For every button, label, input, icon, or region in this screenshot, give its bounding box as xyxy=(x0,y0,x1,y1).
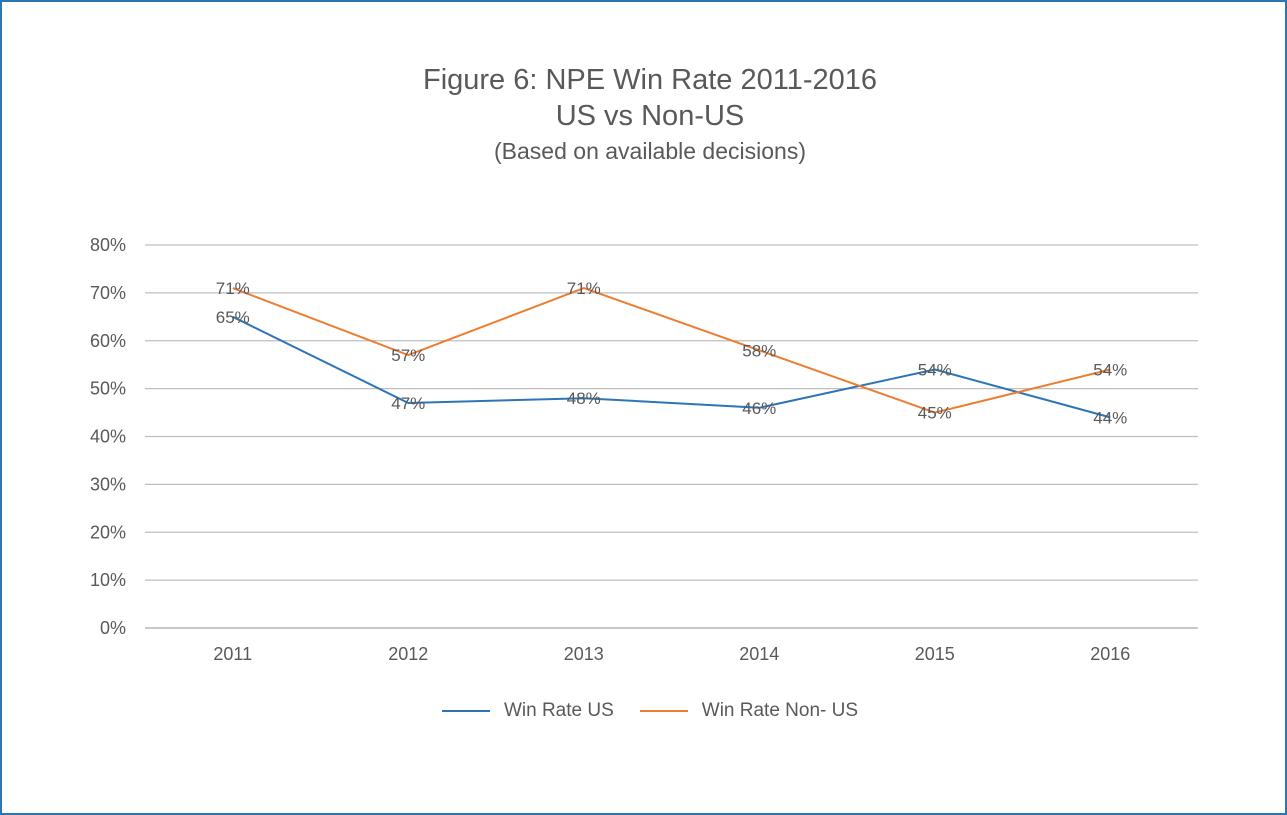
data-label: 47% xyxy=(391,394,425,413)
data-label: 58% xyxy=(742,341,776,360)
data-label: 71% xyxy=(567,279,601,298)
legend-item-win-rate-non-us: Win Rate Non- US xyxy=(639,700,859,722)
x-tick-label: 2012 xyxy=(388,644,428,664)
y-tick-label: 40% xyxy=(90,427,126,447)
y-tick-label: 10% xyxy=(90,570,126,590)
x-tick-label: 2016 xyxy=(1090,644,1130,664)
data-label: 57% xyxy=(391,346,425,365)
x-tick-label: 2013 xyxy=(564,644,604,664)
chart-legend: Win Rate US Win Rate Non- US xyxy=(0,700,1287,722)
legend-label-win-rate-non-us: Win Rate Non- US xyxy=(701,700,859,721)
y-axis-tick-labels: 0% 10% 20% 30% 40% 50% 60% 70% 80% xyxy=(90,235,126,638)
series-line-win-rate-non-us xyxy=(232,287,1111,414)
chart-subtitle: US vs Non-US xyxy=(555,100,745,132)
data-label: 71% xyxy=(216,279,250,298)
data-label: 65% xyxy=(216,308,250,327)
y-tick-label: 30% xyxy=(90,474,126,494)
y-tick-label: 60% xyxy=(90,331,126,351)
y-tick-label: 0% xyxy=(100,618,126,638)
y-tick-label: 80% xyxy=(90,235,126,255)
series-lines xyxy=(232,287,1111,419)
data-label: 48% xyxy=(567,389,601,408)
legend-swatch-win-rate-us xyxy=(441,710,490,712)
gridlines xyxy=(145,244,1198,629)
chart-titles: Figure 6: NPE Win Rate 2011-2016 US vs N… xyxy=(0,62,1287,168)
data-label: 44% xyxy=(1093,408,1127,427)
chart-note: (Based on available decisions) xyxy=(494,138,806,164)
data-label: 45% xyxy=(918,404,952,423)
y-tick-label: 70% xyxy=(90,283,126,303)
legend-item-win-rate-us: Win Rate US xyxy=(441,700,614,722)
y-tick-label: 50% xyxy=(90,379,126,399)
legend-label-win-rate-us: Win Rate US xyxy=(503,700,614,721)
chart-title: Figure 6: NPE Win Rate 2011-2016 xyxy=(422,64,878,96)
data-label: 46% xyxy=(742,399,776,418)
x-tick-label: 2014 xyxy=(739,644,779,664)
x-tick-label: 2015 xyxy=(915,644,955,664)
y-tick-label: 20% xyxy=(90,522,126,542)
series-line-win-rate-us xyxy=(232,315,1111,419)
x-axis-tick-labels: 2011 2012 2013 2014 2015 2016 xyxy=(213,644,1130,664)
x-tick-label: 2011 xyxy=(213,644,252,664)
data-labels: 65% 47% 48% 46% 54% 44% 71% 57% 71% 58% 45% 54% xyxy=(216,279,1128,427)
data-label: 54% xyxy=(918,360,952,379)
data-label: 54% xyxy=(1093,360,1127,379)
legend-swatch-win-rate-non-us xyxy=(639,710,688,712)
